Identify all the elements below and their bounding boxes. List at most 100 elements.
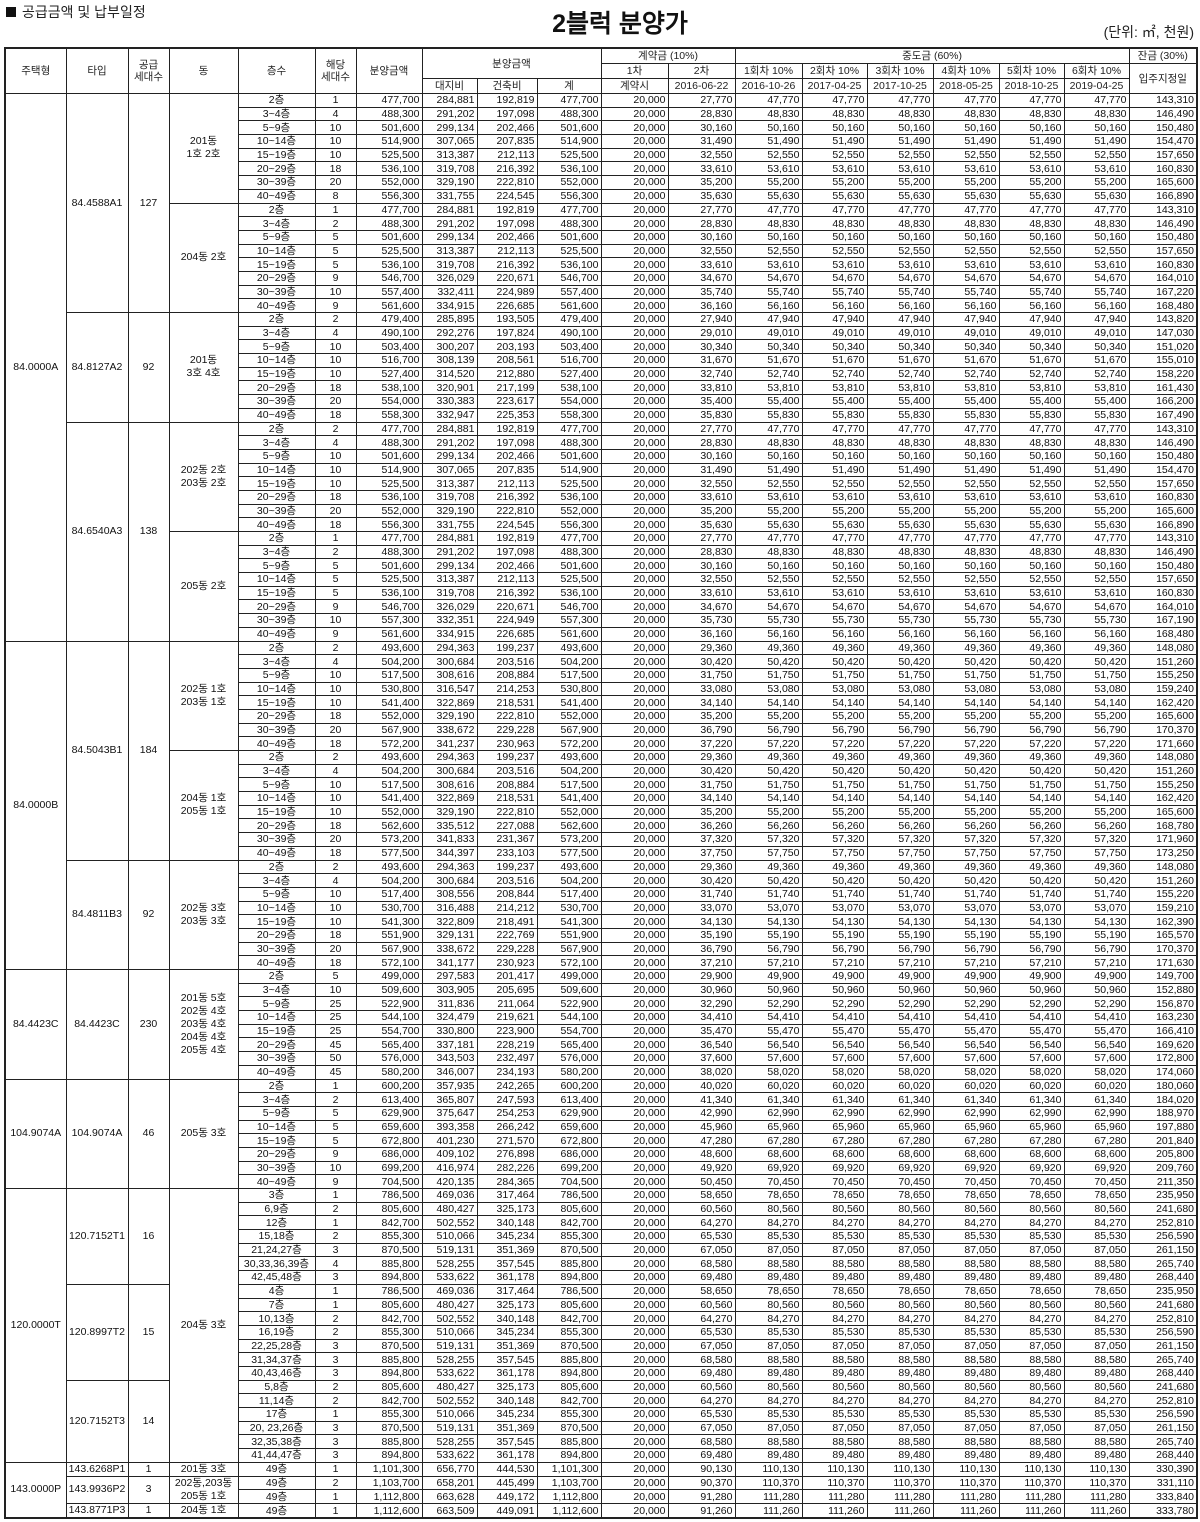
balance-cell: 161,430 <box>1128 380 1198 396</box>
floor-cell: 40~49층 <box>237 845 316 861</box>
middle-3-cell: 50,420 <box>866 654 934 669</box>
middle-5-cell: 62,990 <box>998 1105 1065 1121</box>
floor-cell: 15~19층 <box>237 585 316 601</box>
build-cell: 203,516 <box>476 654 538 669</box>
middle-2-cell: 57,600 <box>801 1051 868 1066</box>
middle-6-cell: 47,770 <box>1063 421 1130 437</box>
middle-2-cell: 50,420 <box>801 763 868 779</box>
middle-3-cell: 67,280 <box>866 1133 934 1148</box>
total-cell: 629,900 <box>536 1105 602 1121</box>
land-cell: 469,036 <box>421 1283 478 1299</box>
middle-2-cell: 89,480 <box>801 1365 868 1381</box>
middle-2-cell: 78,650 <box>801 1283 868 1299</box>
land-cell: 313,387 <box>421 476 478 491</box>
middle-4-cell: 47,770 <box>932 93 1000 108</box>
middle-3-cell: 53,810 <box>866 380 934 396</box>
land-cell: 480,427 <box>421 1297 478 1313</box>
middle-3-cell: 51,490 <box>866 462 934 478</box>
floor-cell: 5~9층 <box>237 777 316 793</box>
deposit-1-cell: 20,000 <box>600 1201 669 1217</box>
middle-3-cell: 52,550 <box>866 572 934 587</box>
units-cell: 2 <box>314 312 357 327</box>
middle-6-cell: 53,080 <box>1063 681 1130 697</box>
middle-3-cell: 85,530 <box>866 1324 934 1340</box>
type-cell: 120.7152T3 <box>65 1379 129 1463</box>
balance-cell: 235,950 <box>1128 1188 1198 1203</box>
middle-4-cell: 61,340 <box>932 1092 1000 1107</box>
middle-3-cell: 87,050 <box>866 1420 934 1436</box>
floor-cell: 30~39층 <box>237 175 316 190</box>
price-cell: 538,100 <box>355 380 423 396</box>
square-bullet-icon <box>6 7 16 17</box>
floor-cell: 11,14층 <box>237 1393 316 1408</box>
units-cell: 4 <box>314 325 357 341</box>
middle-3-cell: 56,790 <box>866 941 934 957</box>
units-cell: 1 <box>314 1297 357 1313</box>
middle-3-cell: 51,490 <box>866 134 934 149</box>
middle-6-cell: 84,270 <box>1063 1215 1130 1231</box>
deposit-1-cell: 20,000 <box>600 421 669 437</box>
land-cell: 300,684 <box>421 763 478 779</box>
total-cell: 855,300 <box>536 1229 602 1244</box>
price-cell: 522,900 <box>355 996 423 1012</box>
land-cell: 528,255 <box>421 1256 478 1272</box>
price-cell: 552,000 <box>355 804 423 820</box>
price-cell: 501,600 <box>355 120 423 136</box>
land-cell: 519,131 <box>421 1338 478 1354</box>
deposit-1-cell: 20,000 <box>600 380 669 396</box>
deposit-1-cell: 20,000 <box>600 791 669 806</box>
middle-5-cell: 84,270 <box>998 1215 1065 1231</box>
floor-cell: 30~39층 <box>237 1051 316 1066</box>
col-type: 타입 <box>65 47 129 94</box>
balance-cell: 150,480 <box>1128 558 1198 574</box>
land-cell: 510,066 <box>421 1229 478 1244</box>
build-cell: 212,113 <box>476 572 538 587</box>
deposit-1-cell: 20,000 <box>600 613 669 628</box>
build-cell: 203,193 <box>476 339 538 355</box>
deposit-1-cell: 20,000 <box>600 1365 669 1381</box>
middle-5-cell: 57,750 <box>998 845 1065 861</box>
middle-4-cell: 52,740 <box>932 366 1000 382</box>
table-row: 40~49층 18 577,500 344,397 233,103 577,500 20,0… <box>5 845 1198 861</box>
middle-6-cell: 51,490 <box>1063 462 1130 478</box>
middle-3-cell: 47,770 <box>866 531 934 546</box>
middle-5-cell: 51,750 <box>998 667 1065 683</box>
floor-cell: 15~19층 <box>237 1133 316 1148</box>
units-cell: 5 <box>314 243 357 259</box>
deposit-2-cell: 34,140 <box>667 791 736 806</box>
middle-4-cell: 47,940 <box>932 312 1000 327</box>
middle-5-cell: 50,960 <box>998 982 1065 998</box>
middle-1-cell: 52,550 <box>734 147 803 163</box>
balance-cell: 166,410 <box>1128 1023 1198 1039</box>
build-cell: 351,369 <box>476 1242 538 1258</box>
units-cell: 20 <box>314 394 357 409</box>
middle-5-cell: 55,200 <box>998 804 1065 820</box>
total-cell: 885,800 <box>536 1434 602 1450</box>
land-cell: 291,202 <box>421 106 478 122</box>
units-cell: 18 <box>314 380 357 396</box>
land-cell: 656,770 <box>421 1461 478 1477</box>
middle-5-cell: 51,750 <box>998 777 1065 793</box>
deposit-1-cell: 20,000 <box>600 188 669 204</box>
land-cell: 313,387 <box>421 572 478 587</box>
build-cell: 222,810 <box>476 804 538 820</box>
middle-4-cell: 50,340 <box>932 339 1000 355</box>
total-cell: 530,800 <box>536 681 602 697</box>
middle-1-cell: 55,200 <box>734 804 803 820</box>
middle-3-cell: 110,370 <box>866 1475 934 1491</box>
middle-3-cell: 56,540 <box>866 1037 934 1053</box>
middle-5-cell: 111,260 <box>998 1503 1065 1519</box>
middle-3-cell: 52,550 <box>866 147 934 163</box>
price-cell: 517,500 <box>355 777 423 793</box>
balance-cell: 172,800 <box>1128 1051 1198 1066</box>
floor-cell: 20~29층 <box>237 599 316 615</box>
middle-4-cell: 52,550 <box>932 572 1000 587</box>
land-cell: 299,134 <box>421 120 478 136</box>
deposit-2-cell: 35,400 <box>667 394 736 409</box>
dong-cell: 202동 1호 203동 1호 <box>168 640 239 751</box>
build-cell: 199,237 <box>476 750 538 765</box>
units-cell: 2 <box>314 1393 357 1408</box>
middle-3-cell: 50,160 <box>866 120 934 136</box>
land-cell: 346,007 <box>421 1064 478 1080</box>
deposit-2-cell: 91,260 <box>667 1503 736 1519</box>
